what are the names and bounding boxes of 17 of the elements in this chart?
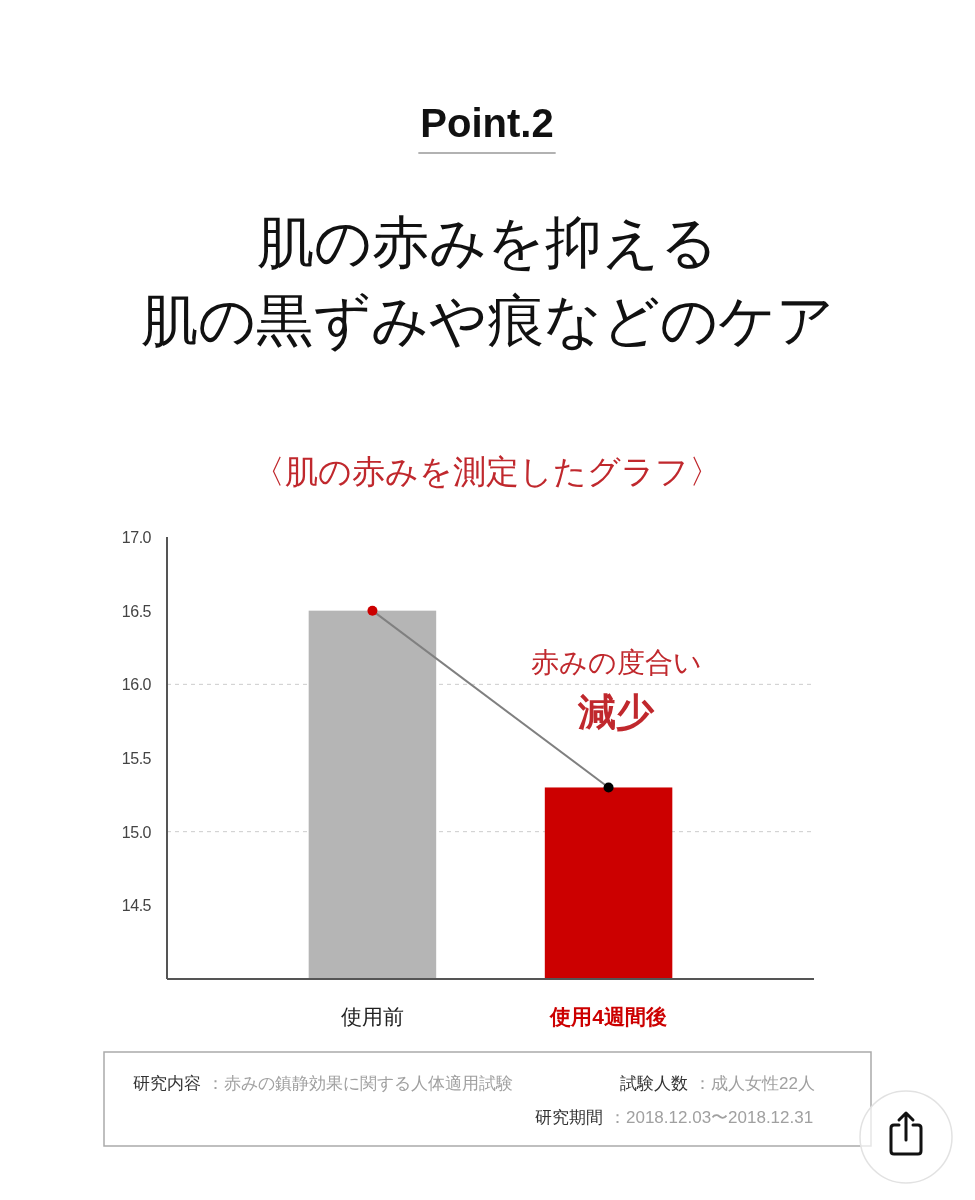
text: 研究期間：2018.12.03〜2018.12.31 [535, 1108, 814, 1127]
y-tick-label: 14.5 [121, 897, 152, 915]
y-tick-label: 15.0 [121, 823, 152, 841]
text: 〈肌の赤みを測定したグラフ〉 [252, 453, 722, 490]
annotation: 減少 [577, 691, 655, 733]
x-tick-label: 使用前 [340, 1005, 404, 1028]
text: 肌の黒ずみや痕などのケア [140, 288, 834, 352]
chart-title: Point.2 [420, 101, 554, 145]
text: 研究内容：赤みの鎮静効果に関する人体適用試験 [133, 1074, 513, 1093]
y-tick-label: 16.0 [121, 676, 152, 694]
y-tick-label: 17.0 [121, 529, 152, 546]
y-tick-label: 15.5 [121, 750, 152, 767]
x-tick-label: 使用4週間後 [549, 1005, 667, 1028]
annotation: 赤みの度合い [530, 647, 702, 678]
chart-subtitle: 肌の赤みを抑える [256, 210, 718, 274]
y-tick-label: 16.5 [121, 602, 152, 620]
text: 試験人数：成人女性22人 [620, 1074, 815, 1093]
